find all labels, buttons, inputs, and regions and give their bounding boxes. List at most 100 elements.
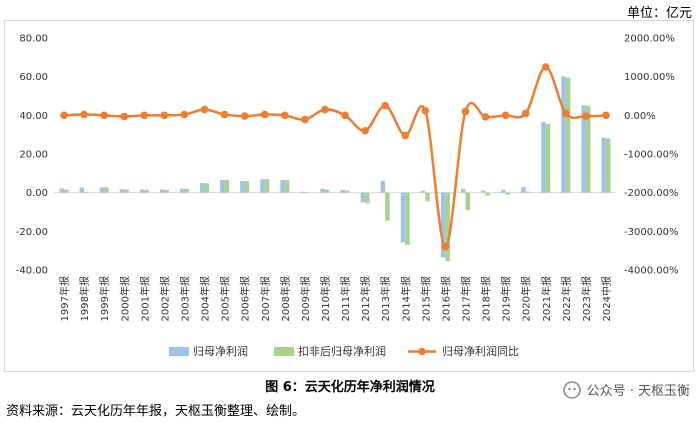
bar-net-profit [240, 181, 245, 193]
bar-deducted-net-profit [385, 192, 390, 221]
yoy-growth-point [521, 109, 530, 118]
right-axis-tick: -4000.00% [624, 266, 678, 277]
watermark: 公众号 · 天枢玉衡 [562, 380, 690, 399]
bar-net-profit [481, 190, 486, 193]
bar-deducted-net-profit [224, 180, 230, 193]
left-axis-tick: 80.00 [19, 34, 48, 45]
left-axis-tick: -20.00 [16, 227, 48, 238]
category-label: 2012年报 [359, 276, 372, 321]
bar-net-profit [200, 183, 205, 193]
source-note: 资料来源：云天化历年年报，天枢玉衡整理、绘制。 [6, 404, 306, 419]
category-label: 2014年报 [399, 276, 412, 321]
category-label: 1999年报 [98, 276, 111, 321]
category-label: 2013年报 [379, 276, 392, 321]
yoy-growth-point [140, 111, 149, 120]
category-label: 2004年报 [199, 276, 212, 321]
yoy-growth-point [401, 131, 410, 140]
bar-deducted-net-profit [244, 181, 250, 193]
bar-deducted-net-profit [365, 192, 370, 204]
right-axis-tick: 0.00% [624, 111, 656, 122]
category-label: 2008年报 [279, 276, 292, 321]
bar-deducted-net-profit [585, 105, 591, 193]
category-label: 2006年报 [239, 276, 252, 321]
yoy-growth-point [481, 113, 490, 121]
yoy-growth-point [80, 110, 88, 119]
bar-net-profit [340, 189, 346, 193]
left-axis-tick: 0.00 [26, 188, 48, 199]
yoy-growth-point [541, 63, 550, 71]
category-label: 2011年报 [339, 276, 352, 321]
bar-net-profit [139, 189, 145, 193]
wechat-icon [562, 380, 581, 399]
bar-net-profit [601, 137, 606, 193]
category-label: 2005年报 [219, 276, 232, 321]
bar-net-profit [59, 188, 65, 193]
legend-swatch [169, 347, 189, 356]
bar-net-profit [119, 189, 125, 193]
category-label: 2023年报 [580, 276, 593, 321]
yoy-growth-point [321, 105, 329, 114]
yoy-growth-point [240, 112, 249, 120]
category-label: 2021年报 [540, 276, 553, 321]
yoy-growth-point [341, 111, 349, 120]
category-label: 2020年报 [520, 276, 533, 321]
category-label: 2017年报 [459, 276, 472, 321]
bar-deducted-net-profit [565, 77, 571, 193]
yoy-growth-point [281, 111, 289, 120]
bar-net-profit [581, 105, 586, 193]
yoy-growth-point [120, 112, 129, 121]
bar-deducted-net-profit [405, 192, 410, 245]
bar-net-profit [300, 191, 305, 193]
bar-net-profit [320, 188, 325, 193]
yoy-growth-point [361, 127, 369, 135]
bar-deducted-net-profit [144, 189, 149, 193]
legend-swatch [418, 347, 426, 356]
yoy-growth-point [441, 243, 450, 251]
category-label: 2009年报 [299, 276, 312, 321]
category-label: 1998年报 [78, 276, 91, 321]
bar-deducted-net-profit [204, 183, 210, 193]
yoy-growth-point [421, 106, 430, 115]
bar-deducted-net-profit [124, 189, 129, 193]
left-axis-tick: 20.00 [19, 150, 48, 161]
yoy-growth-point [381, 101, 389, 110]
category-label: 1997年报 [58, 276, 71, 321]
category-label: 2018年报 [480, 276, 493, 321]
bar-deducted-net-profit [505, 192, 511, 195]
right-axis-tick: -1000.00% [624, 150, 678, 161]
category-label: 2007年报 [259, 276, 272, 321]
yoy-growth-point [582, 112, 590, 120]
bar-net-profit [79, 187, 85, 193]
bar-net-profit [521, 187, 526, 193]
yoy-growth-point [602, 111, 610, 120]
category-label: 2003年报 [178, 276, 191, 321]
bar-deducted-net-profit [345, 190, 350, 193]
bar-deducted-net-profit [465, 192, 470, 211]
bar-net-profit [440, 192, 446, 258]
bar-net-profit [360, 192, 366, 203]
bar-deducted-net-profit [184, 188, 189, 193]
right-axis-tick: 1000.00% [624, 72, 675, 83]
bar-deducted-net-profit [485, 192, 491, 196]
category-label: 2010年报 [319, 276, 332, 321]
bar-net-profit [159, 189, 165, 193]
bar-net-profit [220, 180, 225, 193]
legend-label: 归母净利润 [193, 344, 248, 358]
yoy-growth-point [200, 105, 209, 114]
right-axis-tick: -2000.00% [624, 188, 678, 199]
yoy-growth-point [461, 107, 470, 116]
chart-frame [4, 20, 694, 372]
bar-deducted-net-profit [605, 138, 611, 193]
net-profit-chart: 80.00 60.00 40.00 20.00 0.00 -20.00 -40.00 2000… [16, 34, 679, 359]
legend-swatch [274, 347, 294, 356]
bar-deducted-net-profit [304, 192, 310, 193]
watermark-text: 公众号 · 天枢玉衡 [586, 384, 690, 399]
left-axis-tick: 40.00 [19, 111, 48, 122]
category-label: 2019年报 [500, 276, 513, 321]
bar-net-profit [260, 179, 265, 193]
right-axis-tick: -3000.00% [624, 227, 678, 238]
bar-deducted-net-profit [264, 179, 270, 193]
left-axis-tick: -40.00 [16, 266, 48, 277]
figure-caption: 图 6：云天化历年净利润情况 [265, 380, 435, 395]
bar-net-profit [541, 122, 546, 193]
